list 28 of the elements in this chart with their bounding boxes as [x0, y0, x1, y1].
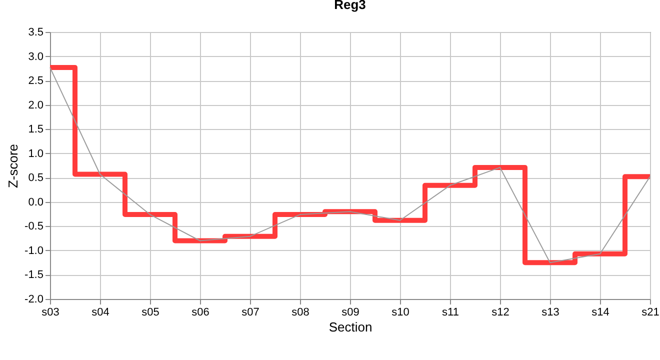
x-tick-label: s13	[542, 306, 560, 318]
y-tick-label: 2.5	[28, 75, 44, 88]
x-tick-label: s03	[42, 306, 60, 318]
x-tick-label: s12	[492, 306, 510, 318]
y-tick-label: 3.0	[28, 50, 44, 63]
x-tick-label: s11	[442, 306, 459, 318]
x-axis-title: Section	[328, 320, 372, 334]
y-tick-label: 1.0	[28, 148, 44, 160]
x-tick-label: s10	[392, 306, 410, 318]
y-tick-label: 2.0	[28, 99, 44, 112]
x-tick-label: s21	[642, 306, 660, 318]
y-tick-label: 0.5	[28, 172, 44, 184]
x-tick-label: s07	[242, 306, 260, 318]
x-tick-label: s06	[192, 306, 210, 318]
chart-title: Reg3	[334, 0, 366, 12]
x-tick-label: s14	[592, 306, 610, 318]
y-axis-title: Z-score	[6, 144, 21, 188]
y-tick-label: -1.0	[24, 244, 44, 257]
y-tick-label: 1.5	[28, 124, 44, 136]
x-tick-label: s09	[342, 306, 360, 318]
x-tick-label: s04	[92, 306, 110, 318]
y-tick-label: -2.0	[24, 294, 44, 306]
x-tick-label: s05	[142, 306, 160, 318]
x-tick-label: s08	[292, 306, 310, 318]
y-tick-label: 3.5	[28, 26, 44, 38]
y-tick-label: -1.5	[24, 269, 44, 282]
y-tick-label: -0.5	[24, 220, 44, 233]
y-tick-label: 0.0	[28, 196, 44, 208]
